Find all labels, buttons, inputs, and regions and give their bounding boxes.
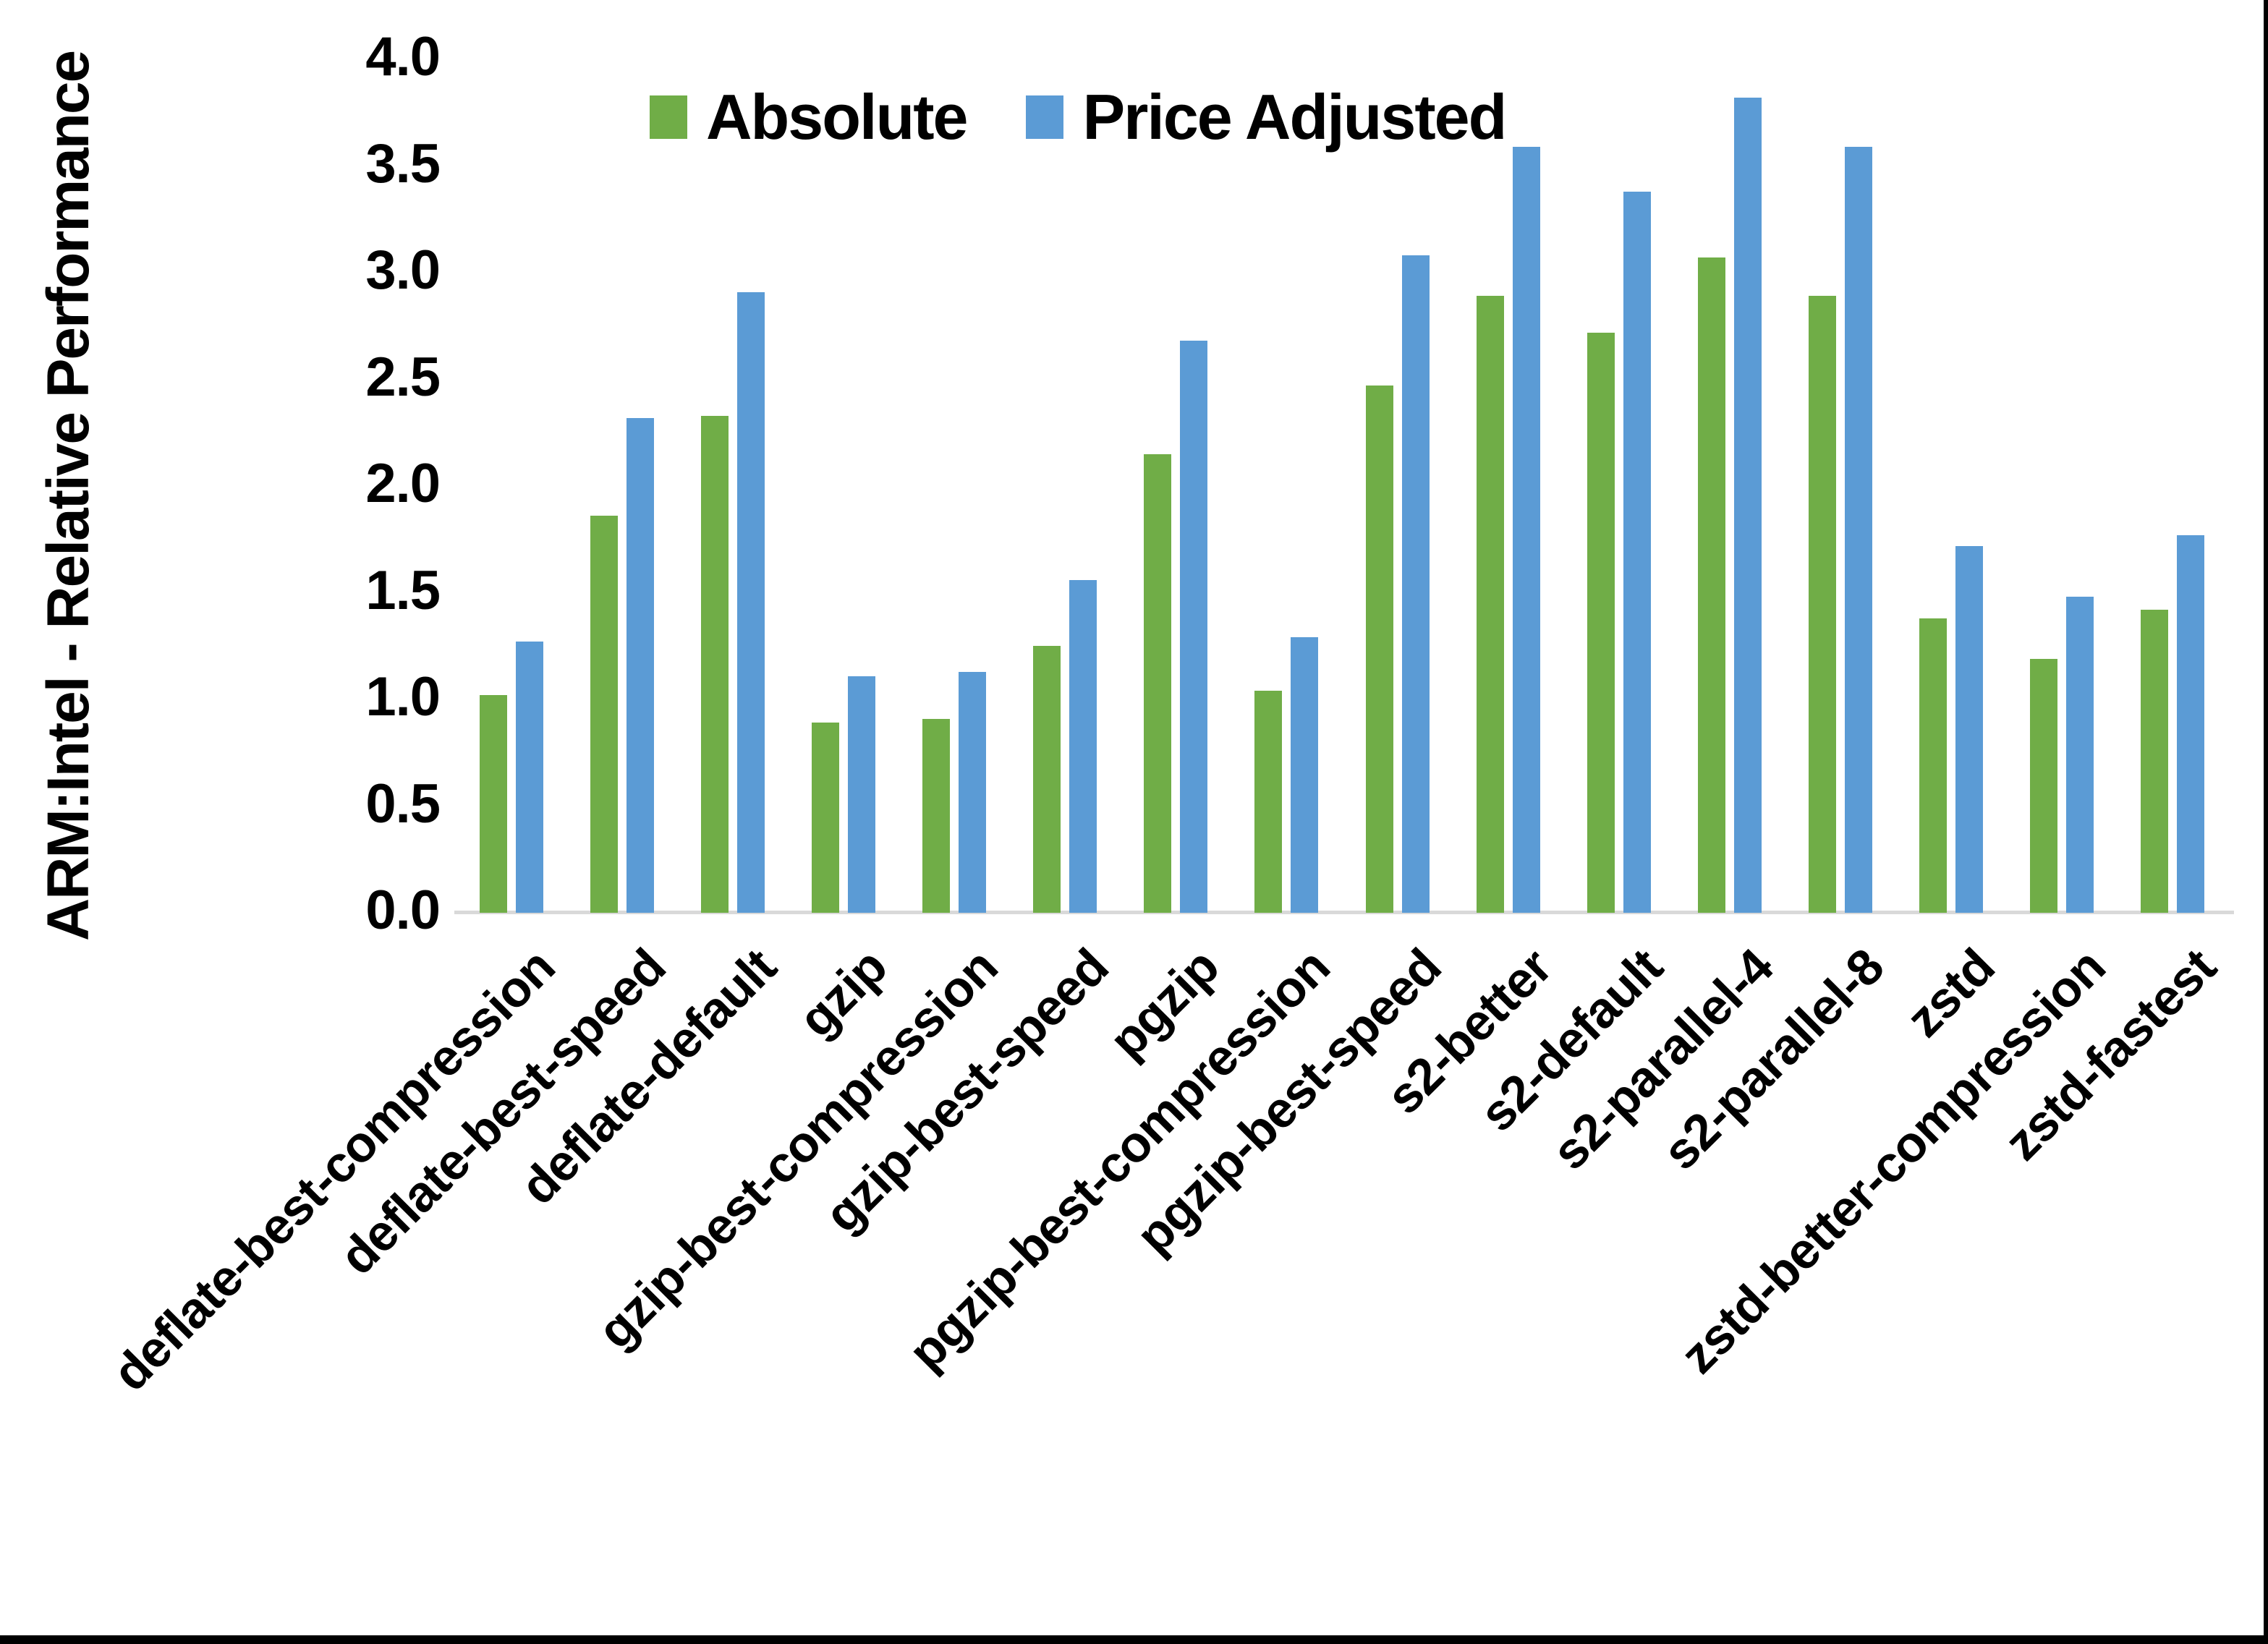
bar-absolute-s2-parallel-8 [1809, 296, 1837, 913]
bar-group-s2-better [1453, 0, 1563, 913]
y-axis-ticks: 4.0 3.5 3.0 2.5 2.0 1.5 1.0 0.5 0.0 [275, 0, 441, 1013]
bar-price-adjusted-zstd-better-compression [2066, 597, 2094, 913]
bar-absolute-deflate-default [700, 415, 729, 913]
x-tick-label-s2-parallel-4: s2-parallel-4 [1541, 938, 1784, 1181]
bar-price-adjusted-gzip [847, 676, 875, 913]
bar-group-s2-parallel-8 [1785, 0, 1896, 913]
bar-group-gzip-best-compression [899, 0, 1010, 913]
y-tick-label-3.0: 3.0 [365, 239, 441, 301]
bar-absolute-zstd-fastest [2141, 610, 2169, 913]
bar-price-adjusted-gzip-best-speed [1069, 579, 1097, 913]
right-border [2264, 0, 2268, 1644]
bar-group-deflate-default [677, 0, 788, 913]
bar-absolute-zstd [1919, 618, 1948, 913]
x-tick-label-zstd-fastest: zstd-fastest [1994, 938, 2227, 1171]
y-tick-label-0.0: 0.0 [365, 879, 441, 941]
legend-item-price-adjusted: Price Adjusted [1026, 81, 1507, 153]
bar-absolute-s2-parallel-4 [1697, 257, 1725, 913]
bar-price-adjusted-deflate-default [736, 291, 765, 913]
x-tick-label-gzip: gzip [787, 938, 898, 1048]
bar-absolute-zstd-better-compression [2030, 658, 2058, 913]
bar-absolute-pgzip-best-speed [1365, 386, 1393, 913]
bar-absolute-gzip [811, 723, 839, 913]
y-tick-label-1.0: 1.0 [365, 665, 441, 728]
bar-group-zstd-fastest [2118, 0, 2228, 913]
bar-price-adjusted-pgzip-best-compression [1291, 637, 1319, 913]
bar-price-adjusted-zstd-fastest [2177, 534, 2205, 913]
bar-absolute-deflate-best-compression [479, 695, 507, 913]
x-tick-label-s2-better: s2-better [1375, 938, 1563, 1125]
bar-group-s2-default [1563, 0, 1674, 913]
bar-price-adjusted-s2-parallel-4 [1733, 98, 1762, 913]
x-tick-label-deflate-default: deflate-default [509, 938, 787, 1215]
x-tick-label-deflate-best-speed: deflate-best-speed [328, 938, 676, 1285]
bar-price-adjusted-gzip-best-compression [959, 671, 987, 913]
bar-group-pgzip-best-compression [1231, 0, 1342, 913]
bar-absolute-gzip-best-compression [922, 718, 951, 913]
x-tick-label-pgzip-best-speed: pgzip-best-speed [1125, 938, 1451, 1265]
legend-item-absolute: Absolute [650, 81, 968, 153]
bar-absolute-pgzip [1144, 453, 1172, 913]
bar-absolute-deflate-best-speed [590, 516, 618, 913]
bar-price-adjusted-zstd [1955, 545, 1984, 913]
bar-price-adjusted-deflate-best-compression [515, 642, 543, 913]
y-tick-label-2.0: 2.0 [365, 452, 441, 514]
bar-price-adjusted-s2-default [1623, 191, 1651, 913]
x-tick-label-zstd: zstd [1895, 938, 2005, 1048]
bar-group-gzip-best-speed [1010, 0, 1121, 913]
bar-absolute-s2-default [1587, 332, 1615, 913]
bar-group-gzip [788, 0, 899, 913]
legend-swatch-absolute [650, 95, 687, 139]
x-axis-line [454, 911, 2234, 914]
x-tick-label-s2-parallel-8: s2-parallel-8 [1652, 938, 1895, 1181]
bar-price-adjusted-pgzip [1180, 341, 1208, 913]
x-tick-label-pgzip-best-compression: pgzip-best-compression [898, 938, 1341, 1381]
bar-price-adjusted-s2-parallel-8 [1845, 146, 1873, 913]
legend-swatch-price-adjusted [1026, 95, 1064, 139]
bar-group-s2-parallel-4 [1674, 0, 1785, 913]
x-tick-label-gzip-best-compression: gzip-best-compression [587, 938, 1008, 1360]
bottom-border [0, 1635, 2268, 1644]
bar-group-pgzip-best-speed [1342, 0, 1453, 913]
legend-label-price-adjusted: Price Adjusted [1082, 81, 1507, 153]
bar-absolute-pgzip-best-compression [1254, 691, 1283, 913]
legend-label-absolute: Absolute [706, 81, 968, 153]
bar-group-zstd-better-compression [2007, 0, 2118, 913]
y-tick-label-0.5: 0.5 [365, 772, 441, 835]
bar-absolute-s2-better [1476, 296, 1504, 913]
bar-group-deflate-best-speed [566, 0, 677, 913]
bar-group-pgzip [1121, 0, 1231, 913]
bar-price-adjusted-s2-better [1512, 146, 1540, 913]
bar-groups [456, 0, 2228, 913]
bar-absolute-gzip-best-speed [1033, 646, 1061, 913]
x-tick-label-pgzip: pgzip [1098, 938, 1230, 1070]
legend: Absolute Price Adjusted [650, 81, 1507, 153]
y-tick-label-1.5: 1.5 [365, 559, 441, 621]
x-tick-label-s2-default: s2-default [1469, 938, 1673, 1143]
x-tick-label-deflate-best-compression: deflate-best-compression [101, 938, 565, 1402]
y-axis-title: ARM:Intel - Relative Performance [35, 51, 101, 942]
y-tick-label-4.0: 4.0 [365, 25, 441, 88]
x-tick-label-zstd-better-compression: zstd-better-compression [1670, 938, 2116, 1384]
y-tick-label-3.5: 3.5 [365, 132, 441, 195]
bar-price-adjusted-deflate-best-speed [626, 417, 654, 913]
bar-price-adjusted-pgzip-best-speed [1401, 255, 1430, 913]
y-tick-label-2.5: 2.5 [365, 346, 441, 408]
bar-group-deflate-best-compression [456, 0, 566, 913]
bar-group-zstd [1896, 0, 2007, 913]
x-tick-label-gzip-best-speed: gzip-best-speed [814, 938, 1119, 1243]
